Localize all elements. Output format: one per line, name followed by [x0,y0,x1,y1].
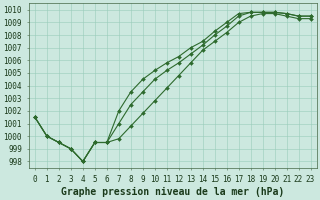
X-axis label: Graphe pression niveau de la mer (hPa): Graphe pression niveau de la mer (hPa) [61,186,284,197]
